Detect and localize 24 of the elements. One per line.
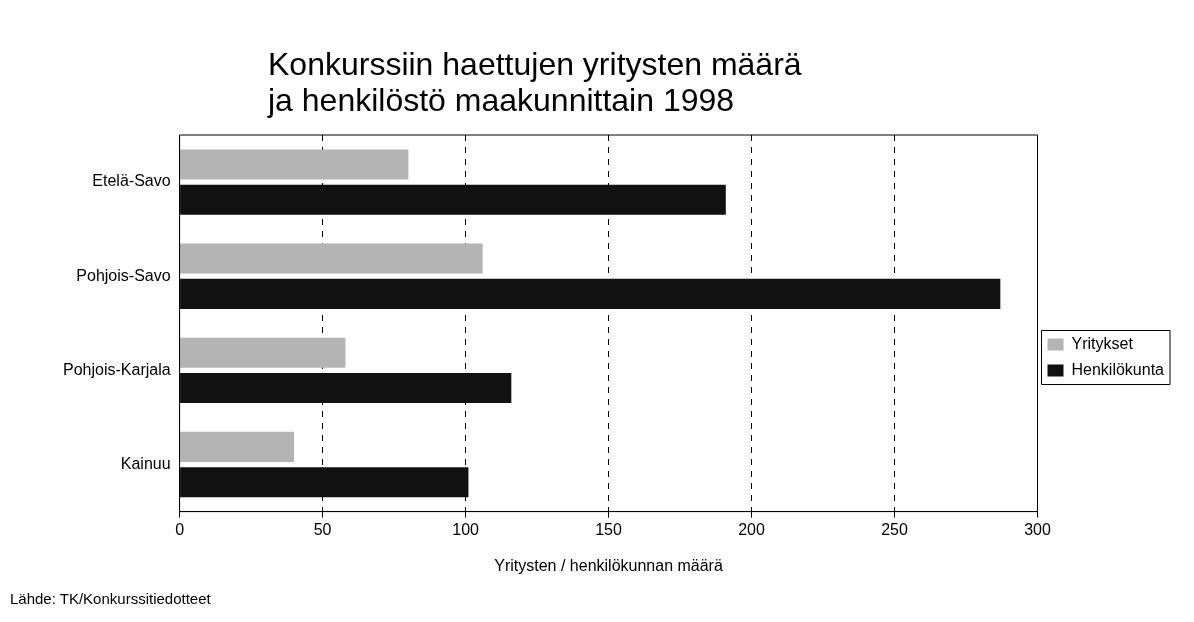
- legend-label: Yritykset: [1071, 334, 1134, 352]
- bar: [180, 184, 726, 215]
- legend-label: Henkilökunta: [1071, 360, 1165, 378]
- x-axis-title: Yritysten / henkilökunnan määrä: [494, 556, 723, 574]
- bar: [180, 467, 469, 498]
- x-tick-label: 200: [738, 520, 765, 538]
- x-tick-label: 50: [313, 520, 332, 538]
- y-tick-label: Pohjois-Savo: [76, 266, 171, 284]
- bar: [180, 337, 346, 368]
- x-tick-label: 150: [595, 520, 622, 538]
- y-tick-label: Etelä-Savo: [92, 172, 171, 190]
- bar: [180, 431, 294, 462]
- bar: [180, 373, 512, 404]
- bar: [180, 243, 483, 274]
- text: Lähde: TK/Konkurssitiedotteet: [10, 590, 211, 607]
- x-tick-label: 100: [452, 520, 480, 538]
- x-tick-label: 0: [175, 520, 185, 538]
- bar: [180, 278, 1001, 309]
- x-tick-label: 250: [881, 520, 908, 538]
- y-tick-label: Kainuu: [120, 454, 171, 472]
- x-tick-label: 300: [1024, 520, 1051, 538]
- bar: [180, 149, 409, 180]
- y-tick-label: Pohjois-Karjala: [63, 360, 171, 378]
- chart-title: Konkurssiin haettujen yritysten määrä ja henkilöstö maakunnittain 1998: [268, 46, 803, 118]
